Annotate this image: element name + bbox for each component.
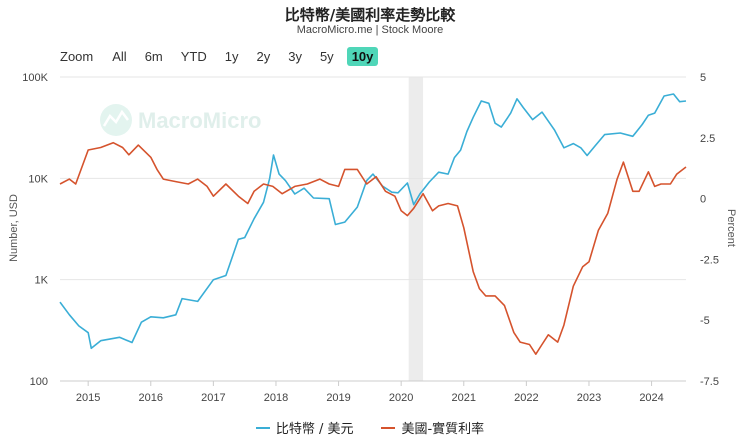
legend-label-bitcoin: 比特幣 / 美元 — [275, 422, 354, 437]
legend-item-real-rate[interactable]: 美國-實質利率 — [381, 418, 484, 437]
legend-label-real-rate: 美國-實質利率 — [401, 422, 485, 437]
legend: 比特幣 / 美元 美國-實質利率 — [0, 418, 740, 437]
chart-canvas: MacroMicro 100 1K 10K 100K 5 2.5 0 -2.5 -5 -7.5 20… — [8, 72, 737, 404]
zoom-bar: Zoom All 6m YTD 1y 2y 3y 5y 10y — [60, 46, 386, 66]
right-tick-label: 0 — [700, 194, 706, 206]
left-tick-label: 1K — [35, 275, 49, 287]
watermark-text: MacroMicro — [138, 108, 261, 133]
right-tick-label: -7.5 — [700, 376, 719, 388]
left-tick-label: 100K — [22, 72, 48, 84]
x-tick-label: 2019 — [326, 392, 350, 404]
left-tick-label: 100 — [30, 376, 48, 388]
zoom-10y-button[interactable]: 10y — [346, 46, 379, 66]
legend-item-bitcoin[interactable]: 比特幣 / 美元 — [255, 418, 354, 437]
x-tick-label: 2024 — [639, 392, 663, 404]
zoom-3y-button[interactable]: 3y — [288, 48, 302, 64]
zoom-ytd-button[interactable]: YTD — [180, 48, 207, 64]
right-tick-label: -5 — [700, 315, 710, 327]
x-tick-label: 2018 — [264, 392, 288, 404]
x-tick-label: 2021 — [452, 392, 476, 404]
left-axis-label: Number, USD — [8, 194, 20, 262]
legend-swatch-bitcoin — [255, 426, 270, 429]
zoom-5y-button[interactable]: 5y — [319, 48, 334, 64]
right-tick-label: -2.5 — [700, 254, 719, 266]
x-tick-label: 2023 — [577, 392, 601, 404]
zoom-label: Zoom — [60, 48, 94, 64]
bitcoin-price-line — [59, 93, 687, 350]
right-axis-label: Percent — [725, 209, 737, 247]
chart-subtitle: MacroMicro.me | Stock Moore — [296, 24, 444, 36]
chart-title: 比特幣/美國利率走勢比較 — [284, 6, 456, 24]
real-rate-line — [59, 141, 687, 355]
shaded-period — [408, 77, 424, 381]
zoom-6m-button[interactable]: 6m — [144, 48, 163, 64]
zoom-all-button[interactable]: All — [112, 48, 127, 64]
left-tick-label: 10K — [28, 173, 48, 185]
x-tick-label: 2015 — [76, 392, 100, 404]
x-tick-label: 2020 — [389, 392, 413, 404]
watermark-logo-mark-icon — [102, 109, 129, 127]
x-tick-label: 2016 — [139, 392, 163, 404]
right-tick-label: 5 — [700, 72, 706, 84]
x-tick-label: 2022 — [514, 392, 538, 404]
legend-swatch-real-rate — [381, 426, 396, 429]
x-tick-label: 2017 — [201, 392, 225, 404]
zoom-1y-button[interactable]: 1y — [224, 48, 239, 64]
zoom-2y-button[interactable]: 2y — [256, 48, 271, 64]
right-tick-label: 2.5 — [700, 133, 715, 145]
